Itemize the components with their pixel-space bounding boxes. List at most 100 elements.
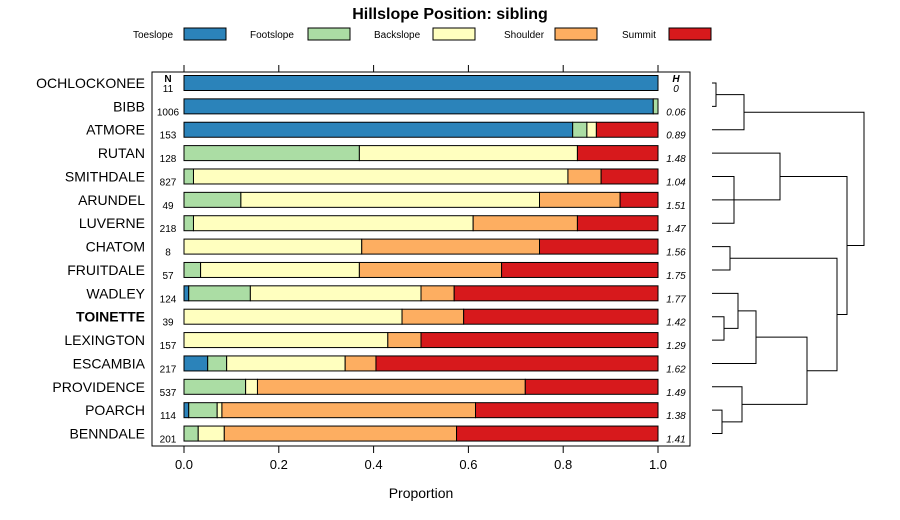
- h-value-toinette: 1.42: [666, 318, 686, 329]
- dendrogram-branch: [712, 386, 743, 423]
- n-value-poarch: 114: [160, 411, 176, 422]
- h-value-wadley: 1.77: [666, 294, 686, 305]
- h-value-bibb: 0.06: [666, 107, 686, 118]
- legend-swatch-shoulder: [554, 27, 598, 41]
- bar-segment-wadley-summit: [453, 285, 659, 302]
- bar-segment-luverne-footslope: [183, 215, 194, 232]
- dendrogram: [712, 82, 865, 435]
- legend-label-summit: Summit: [622, 30, 656, 41]
- bar-segment-wadley-shoulder: [420, 285, 455, 302]
- bar-segment-smithdale-footslope: [183, 168, 194, 185]
- x-tick-label: 0.0: [175, 457, 193, 472]
- row-label-toinette: TOINETTE: [76, 309, 145, 325]
- bar-segment-benndale-summit: [456, 425, 659, 442]
- legend-swatch-toeslope: [183, 27, 227, 41]
- h-value-atmore: 0.89: [666, 131, 686, 142]
- bar-segment-lexington-summit: [420, 332, 659, 349]
- bar-segment-providence-shoulder: [256, 378, 526, 395]
- row-label-poarch: POARCH: [85, 402, 145, 418]
- bar-segment-poarch-summit: [475, 402, 659, 419]
- n-value-fruitdale: 57: [162, 271, 174, 282]
- bar-segment-benndale-shoulder: [223, 425, 458, 442]
- bar-segment-wadley-footslope: [188, 285, 251, 302]
- legend-swatch-footslope: [307, 27, 351, 41]
- dendrogram-branch: [742, 336, 808, 405]
- row-label-fruitdale: FRUITDALE: [67, 262, 145, 278]
- bar-segment-smithdale-summit: [600, 168, 659, 185]
- bar-segment-atmore-backslope: [586, 121, 597, 138]
- n-value-luverne: 218: [160, 224, 177, 235]
- bar-segment-arundel-shoulder: [539, 191, 621, 208]
- row-label-bibb: BIBB: [113, 98, 145, 114]
- bar-segment-luverne-summit: [576, 215, 659, 232]
- bar-segment-atmore-footslope: [572, 121, 588, 138]
- bar-segment-smithdale-backslope: [192, 168, 569, 185]
- h-value-escambia: 1.62: [666, 364, 686, 375]
- bar-segment-poarch-toeslope: [183, 402, 190, 419]
- bar-segment-atmore-toeslope: [183, 121, 574, 138]
- legend-swatch-backslope: [432, 27, 476, 41]
- bar-segment-escambia-toeslope: [183, 355, 209, 372]
- row-label-benndale: BENNDALE: [70, 426, 145, 442]
- dendrogram-branch: [712, 94, 745, 131]
- legend-label-shoulder: Shoulder: [504, 30, 545, 41]
- dendrogram-branch: [712, 292, 739, 329]
- bar-segment-fruitdale-backslope: [200, 261, 360, 278]
- bar-segment-providence-footslope: [183, 378, 247, 395]
- bar-segment-arundel-summit: [619, 191, 659, 208]
- h-header: H: [672, 74, 680, 85]
- bar-segment-wadley-toeslope: [183, 285, 190, 302]
- row-label-rutan: RUTAN: [98, 145, 145, 161]
- bar-segment-fruitdale-summit: [501, 261, 659, 278]
- dendrogram-branch: [712, 246, 731, 271]
- h-value-benndale: 1.41: [666, 435, 685, 446]
- dendrogram-branch: [712, 82, 717, 107]
- row-label-wadley: WADLEY: [86, 285, 145, 301]
- bar-segment-lexington-backslope: [183, 332, 389, 349]
- bar-segment-rutan-summit: [576, 145, 659, 162]
- n-value-bibb: 1006: [157, 107, 180, 118]
- bar-segment-arundel-footslope: [183, 191, 242, 208]
- bar-segment-benndale-footslope: [183, 425, 199, 442]
- bar-segment-chatom-shoulder: [361, 238, 540, 255]
- h-value-lexington: 1.29: [666, 341, 686, 352]
- n-value-chatom: 8: [165, 248, 171, 259]
- h-value-rutan: 1.48: [666, 154, 686, 165]
- n-value-providence: 537: [160, 388, 177, 399]
- bar-segment-wadley-backslope: [249, 285, 422, 302]
- dendrogram-branch: [712, 316, 725, 341]
- bar-segment-ochlockonee-toeslope: [183, 75, 659, 91]
- bar-segment-atmore-summit: [595, 121, 659, 138]
- bar-segment-luverne-shoulder: [472, 215, 578, 232]
- n-value-lexington: 157: [160, 341, 177, 352]
- dendrogram-branch: [712, 409, 723, 435]
- bar-segment-escambia-backslope: [226, 355, 346, 372]
- h-value-chatom: 1.56: [666, 248, 686, 259]
- bar-segment-fruitdale-shoulder: [358, 261, 503, 278]
- bar-segment-chatom-summit: [539, 238, 659, 255]
- row-label-ochlockonee: OCHLOCKONEE: [36, 75, 145, 91]
- x-axis: 0.0 0.2 0.4 0.6 0.8 1.0: [175, 65, 667, 472]
- bar-segment-chatom-backslope: [183, 238, 363, 255]
- x-tick-label: 1.0: [649, 457, 667, 472]
- h-value-ochlockonee: 0: [673, 84, 679, 95]
- n-value-benndale: 201: [160, 435, 177, 446]
- bar-segment-toinette-shoulder: [401, 308, 465, 325]
- bar-segment-escambia-shoulder: [344, 355, 377, 372]
- row-label-arundel: ARUNDEL: [78, 192, 145, 208]
- bar-segment-lexington-shoulder: [387, 332, 422, 349]
- h-value-arundel: 1.51: [666, 201, 685, 212]
- bar-segment-escambia-summit: [375, 355, 659, 372]
- bar-segment-smithdale-shoulder: [567, 168, 602, 185]
- row-label-providence: PROVIDENCE: [52, 379, 145, 395]
- h-value-providence: 1.49: [666, 388, 686, 399]
- bar-segment-fruitdale-footslope: [183, 261, 202, 278]
- legend: Toeslope Footslope Backslope Shoulder Summit: [133, 27, 712, 41]
- bar-segment-toinette-summit: [463, 308, 659, 325]
- n-value-wadley: 124: [160, 294, 177, 305]
- bar-segment-rutan-backslope: [358, 145, 578, 162]
- row-label-luverne: LUVERNE: [79, 215, 145, 231]
- bar-segment-providence-summit: [524, 378, 659, 395]
- x-tick-label: 0.2: [270, 457, 288, 472]
